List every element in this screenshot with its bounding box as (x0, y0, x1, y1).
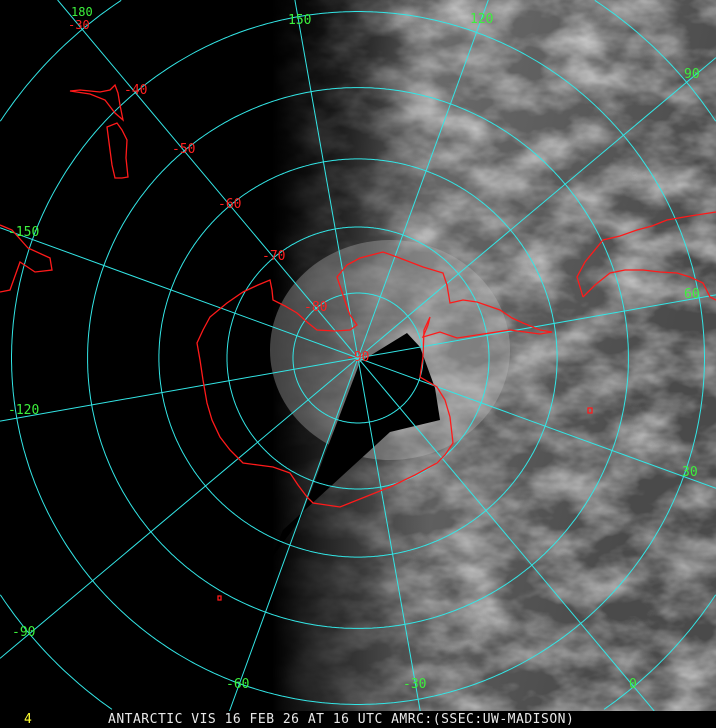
longitude-label: -30 (403, 677, 427, 692)
caption-bar: 4 ANTARCTIC VIS 16 FEB 26 AT 16 UTC AMRC… (0, 711, 716, 728)
latitude-circle (87, 87, 629, 629)
longitude-label: -120 (8, 403, 40, 418)
image-caption: ANTARCTIC VIS 16 FEB 26 AT 16 UTC AMRC:(… (108, 712, 575, 727)
missing-data-wedge (270, 333, 440, 560)
coastlines (0, 83, 716, 601)
longitude-label: 30 (682, 465, 698, 480)
sub-antarctic-island (217, 595, 222, 601)
meridian-line (357, 357, 421, 711)
longitude-label: 150 (288, 13, 312, 28)
longitude-label: 180 (71, 5, 93, 19)
australia-tasmania-coastline (0, 224, 53, 293)
meridian-line (357, 357, 655, 711)
latitude-circle (292, 292, 424, 424)
meridian-line (357, 0, 489, 359)
longitude-label: 60 (684, 287, 700, 302)
longitude-label: -150 (8, 225, 40, 240)
meridian-line (0, 227, 359, 359)
longitude-label: 0 (629, 677, 637, 692)
new-zealand-north-island (69, 83, 125, 122)
meridian-line (357, 57, 716, 359)
latitude-label: -80 (304, 300, 328, 315)
latitude-circle (11, 11, 705, 705)
polar-satellite-image (0, 0, 716, 711)
latitude-label: -90 (346, 350, 370, 365)
sub-antarctic-island (587, 407, 593, 414)
new-zealand-south-island (106, 122, 129, 179)
antarctica-coastline (196, 251, 553, 508)
latitude-label: -60 (218, 197, 242, 212)
frame-number: 4 (24, 712, 32, 727)
latitude-label: -70 (262, 249, 286, 264)
latitude-circle (0, 0, 716, 710)
longitude-label: -60 (226, 677, 250, 692)
longitude-label: 90 (684, 67, 700, 82)
latitude-label: -50 (172, 142, 196, 157)
meridian-line (0, 357, 359, 659)
latitude-label: -40 (124, 83, 148, 98)
latitude-label: -30 (68, 18, 90, 32)
meridian-line (294, 0, 359, 359)
meridian-line (357, 294, 716, 359)
meridian-line (57, 0, 359, 359)
south-america-coastline (576, 211, 716, 301)
longitude-label: 120 (470, 12, 494, 27)
latitude-circle (158, 158, 558, 558)
meridian-line (229, 357, 359, 711)
latitude-circle (226, 226, 490, 490)
meridian-line (357, 357, 716, 489)
lat-lon-grid (0, 0, 716, 711)
meridian-line (0, 357, 359, 422)
longitude-label: -90 (12, 625, 36, 640)
